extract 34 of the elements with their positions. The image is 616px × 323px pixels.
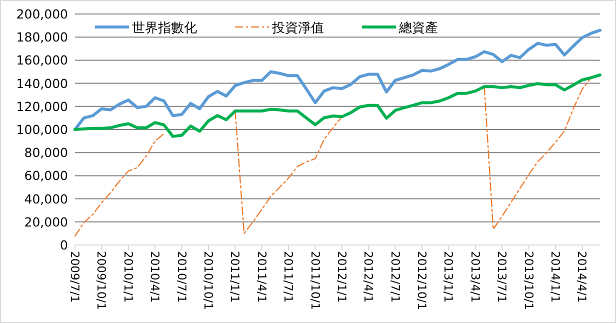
- x-tick-label: 2013/10/1: [522, 251, 536, 310]
- x-tick-label: 2009/7/1: [68, 251, 82, 303]
- x-tick-label: 2010/10/1: [201, 251, 216, 310]
- x-tick-label: 2013/1/1: [442, 251, 456, 303]
- legend-label: 總資產: [398, 21, 438, 36]
- x-tick-label: 2012/10/1: [415, 251, 430, 310]
- y-tick-label: 40,000: [24, 191, 68, 206]
- x-tick-label: 2013/4/1: [468, 251, 482, 303]
- y-tick-label: 0: [60, 238, 68, 252]
- y-tick-label: 60,000: [24, 168, 68, 184]
- x-tick-label: 2012/7/1: [388, 251, 402, 303]
- x-tick-label: 2013/7/1: [495, 251, 510, 303]
- x-tick-label: 2011/1/1: [228, 251, 242, 303]
- y-tick-label: 140,000: [16, 76, 68, 91]
- legend-label: 投資淨值: [271, 21, 324, 36]
- x-tick-label: 2011/4/1: [254, 251, 269, 303]
- legend-label: 世界指數化: [132, 21, 197, 36]
- y-tick-label: 180,000: [16, 30, 68, 45]
- y-tick-label: 160,000: [16, 52, 68, 68]
- x-tick-label: 2012/4/1: [362, 251, 376, 303]
- x-tick-label: 2012/1/1: [334, 251, 349, 303]
- y-tick-label: 100,000: [16, 122, 68, 137]
- x-tick-label: 2010/7/1: [174, 251, 189, 303]
- y-tick-label: 20,000: [24, 214, 68, 230]
- x-tick-label: 2009/10/1: [94, 251, 109, 310]
- x-tick-label: 2011/10/1: [308, 251, 322, 310]
- y-tick-label: 200,000: [16, 6, 68, 22]
- x-tick-label: 2010/1/1: [121, 251, 136, 303]
- x-tick-label: 2014/4/1: [575, 251, 590, 303]
- y-tick-label: 80,000: [24, 145, 68, 160]
- x-tick-label: 2010/4/1: [148, 251, 162, 303]
- x-tick-label: 2011/7/1: [282, 251, 296, 303]
- x-tick-label: 2014/1/1: [548, 251, 563, 303]
- y-tick-label: 120,000: [16, 98, 68, 114]
